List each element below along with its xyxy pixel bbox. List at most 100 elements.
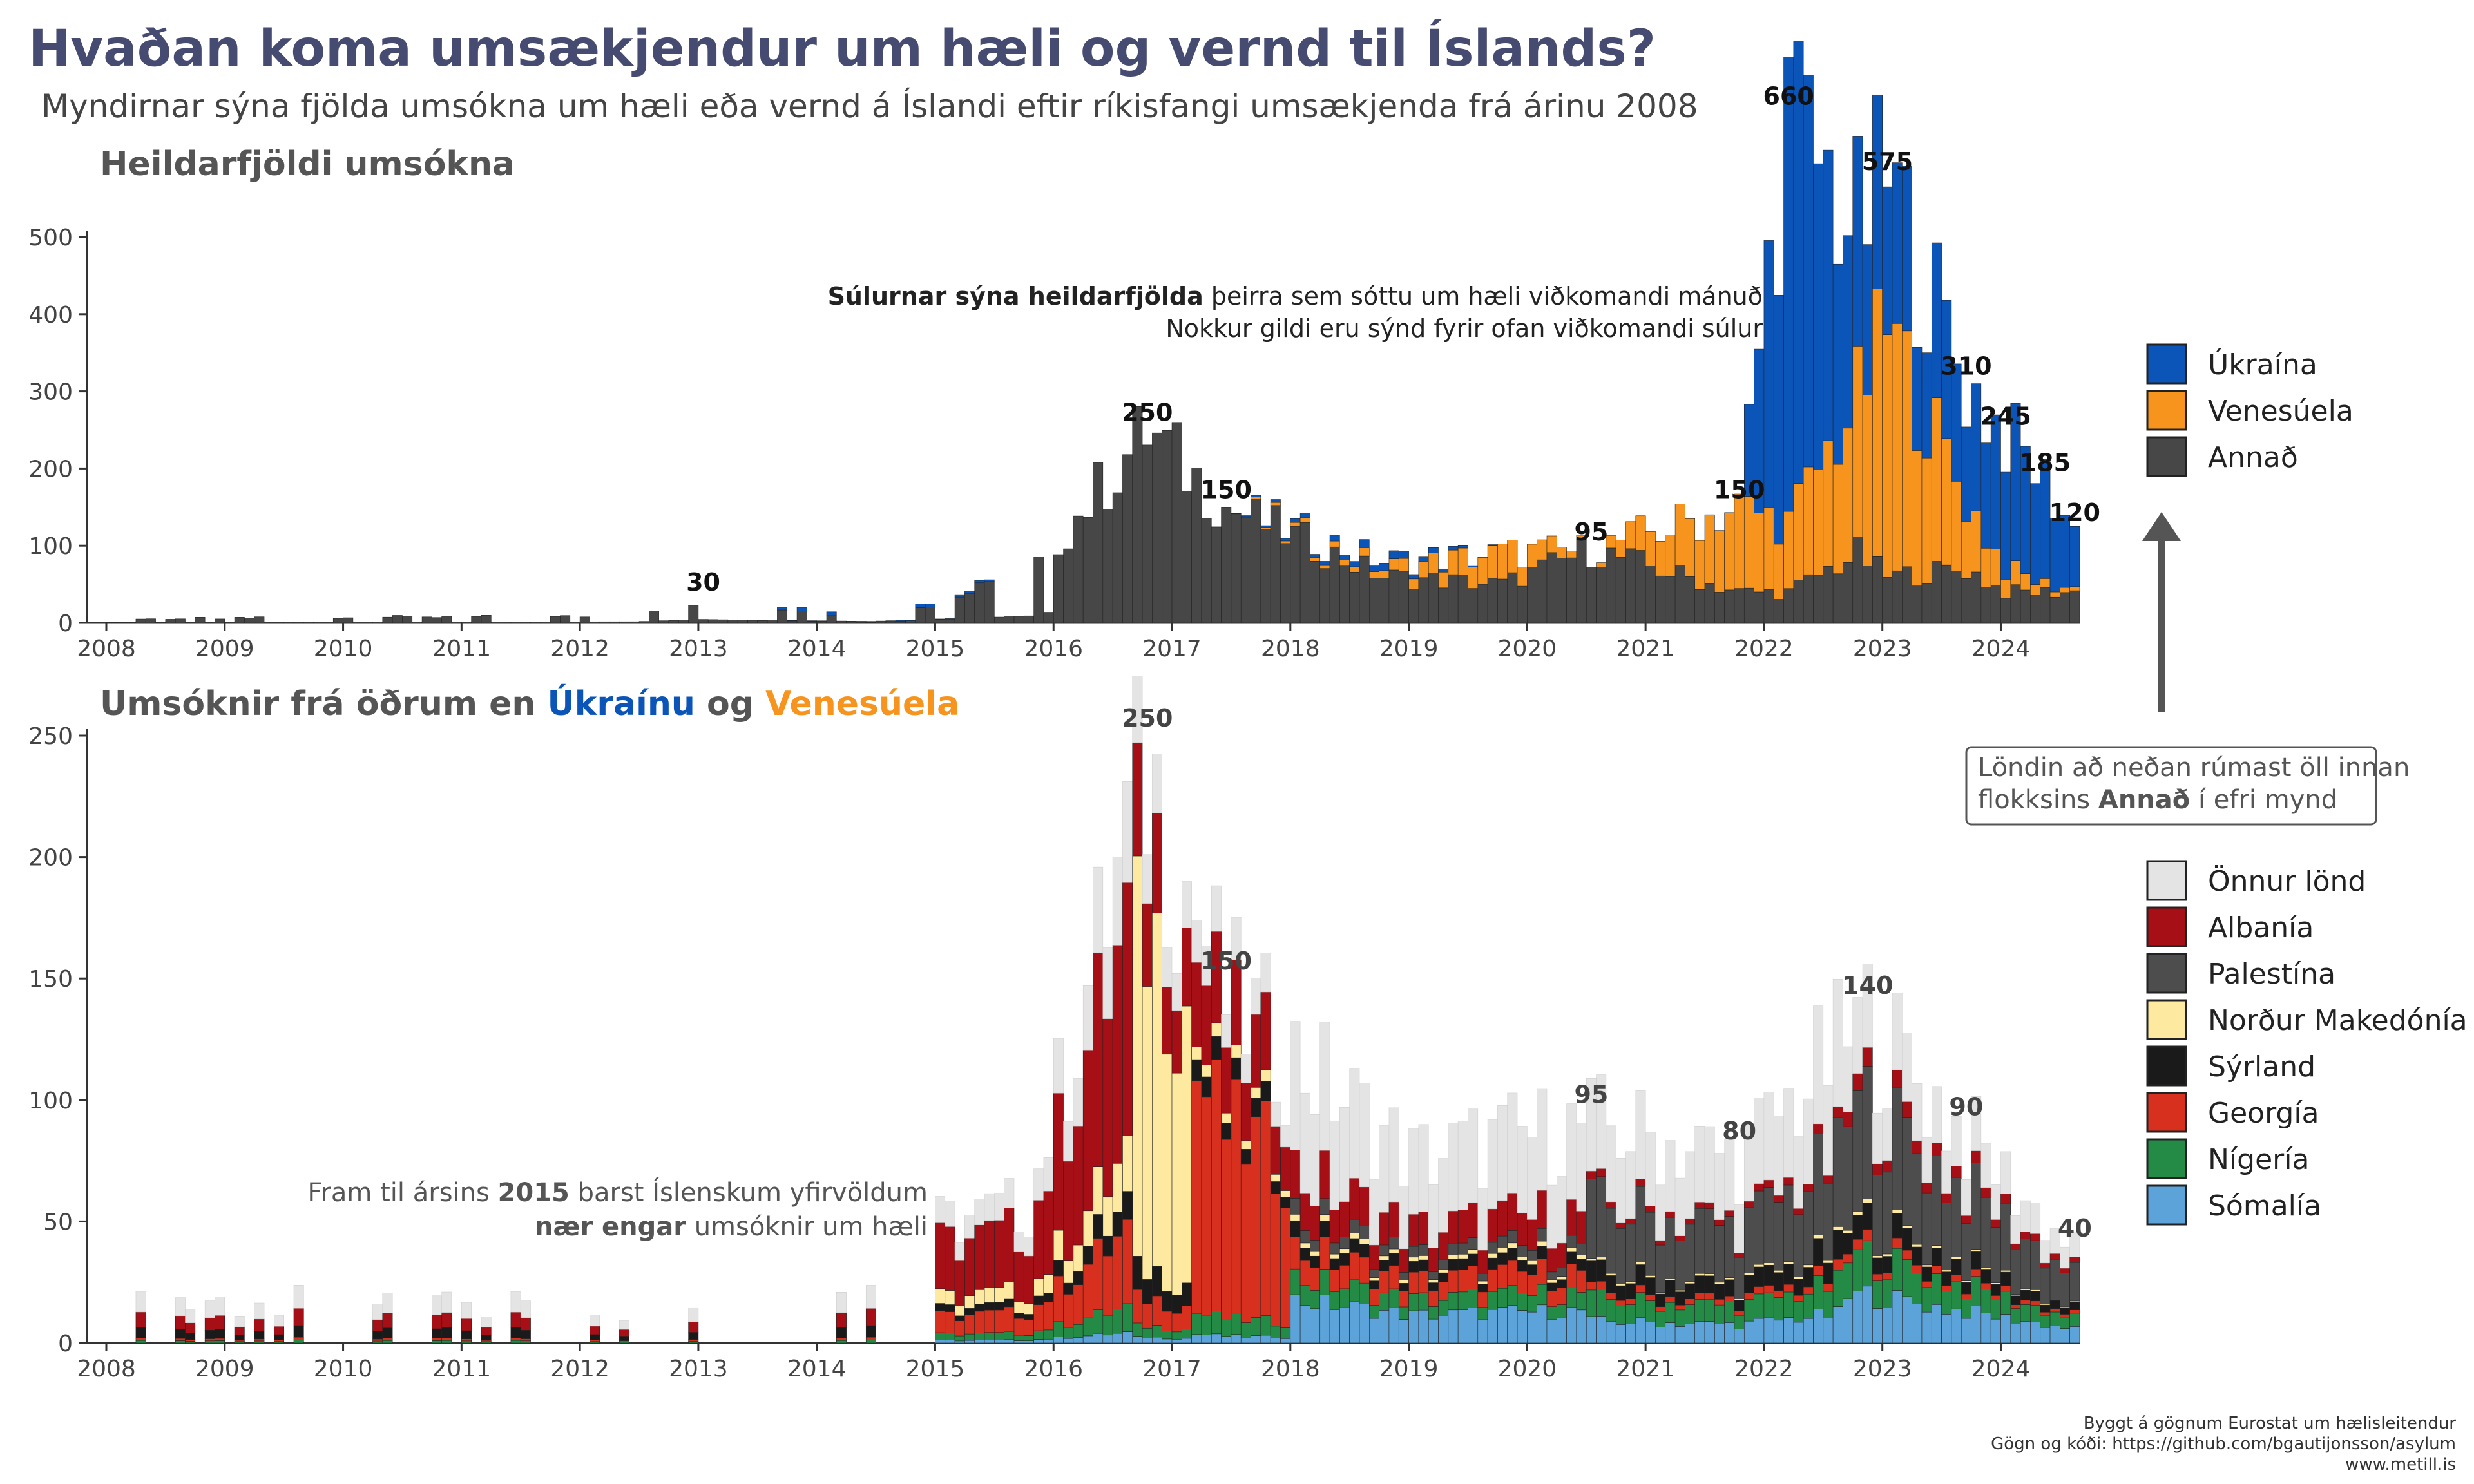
legend-label: Nígería (2208, 1143, 2309, 1176)
bottom-bar-segment (1625, 1224, 1636, 1282)
bottom-bar-segment (1882, 1108, 1893, 1161)
top-bar-segment (1428, 547, 1439, 553)
top-bar-segment (303, 622, 314, 623)
top-x-tick-label: 2014 (787, 636, 847, 662)
bottom-bar-segment (441, 1312, 452, 1328)
bottom-bar-segment (1724, 1216, 1735, 1278)
bottom-bar-segment (1290, 1198, 1301, 1215)
bottom-bar-segment (1457, 1309, 1468, 1344)
top-bar-segment (807, 620, 817, 622)
top-bar-segment (1882, 334, 1893, 578)
bottom-bar-segment (461, 1340, 472, 1344)
bottom-bar-segment (1882, 1256, 1893, 1273)
bottom-bar-segment (1862, 1066, 1873, 1199)
bottom-bar-segment (1635, 1317, 1646, 1344)
bottom-bar-segment (1339, 1253, 1350, 1266)
bottom-bar-segment (1043, 1338, 1054, 1344)
bottom-bar-segment (1714, 1153, 1725, 1220)
callout-line2-bold: Annað (2098, 785, 2190, 815)
bottom-bar-segment (1468, 1237, 1479, 1250)
bottom-bar-segment (1596, 1257, 1607, 1260)
bottom-bar-segment (1231, 1057, 1242, 1080)
top-bar-segment (1665, 576, 1676, 623)
bottom-bar-segment (2060, 1314, 2070, 1318)
bottom-bar-segment (1102, 947, 1113, 1019)
bottom-x-tick-label: 2024 (1971, 1356, 2031, 1382)
bottom-bar-segment (1832, 1259, 1843, 1271)
bottom-bar-segment (1023, 1255, 1034, 1304)
top-bar-segment (658, 620, 669, 623)
top-bar-segment (1251, 495, 1261, 497)
bottom-bar-segment (215, 1297, 225, 1316)
bottom-bar-segment (1152, 754, 1163, 813)
top-x-tick-label: 2017 (1142, 636, 1202, 662)
top-bar-segment (777, 609, 788, 623)
bottom-bar-segment (1428, 1271, 1439, 1280)
top-bar-segment (767, 620, 778, 623)
top-bar-segment (1260, 525, 1271, 528)
legend-swatch (2146, 953, 2187, 994)
bottom-bar-segment (1122, 1191, 1133, 1220)
bottom-bar-segment (1734, 1315, 1745, 1329)
top-bar-segment (1645, 531, 1656, 566)
bottom-bar-segment (372, 1331, 383, 1340)
bottom-note-bold: nær engar (535, 1212, 686, 1242)
top-bar-segment (1615, 556, 1626, 623)
bottom-bar-segment (215, 1340, 225, 1344)
bottom-x-tick-label: 2017 (1142, 1356, 1202, 1382)
bottom-bar-segment (1557, 1288, 1567, 1305)
bottom-bar-segment (1310, 1267, 1321, 1291)
bottom-bar-segment (1921, 1311, 1932, 1344)
top-bar-segment (520, 622, 531, 623)
bottom-bar-segment (984, 1287, 995, 1303)
legend-label: Palestína (2208, 958, 2335, 991)
bottom-bar-segment (481, 1327, 492, 1336)
top-bar-segment (816, 621, 827, 623)
bottom-bar-segment (1852, 1291, 1863, 1344)
bottom-bar-segment (1961, 1280, 1971, 1283)
bottom-bar-segment (1980, 1267, 1991, 1270)
bottom-bar-segment (1191, 1313, 1202, 1335)
caption-line2: Gögn og kóði: https://github.com/bgautij… (1991, 1434, 2456, 1454)
bottom-bar-segment (1171, 1010, 1182, 1074)
top-x-tick-label: 2020 (1498, 636, 1557, 662)
bottom-bar-segment (1823, 1175, 1834, 1184)
bottom-bar-segment (1388, 1253, 1399, 1266)
bottom-bar-segment (2010, 1295, 2021, 1305)
bottom-bar-segment (1685, 1218, 1696, 1225)
top-bar-segment (1428, 573, 1439, 623)
top-value-label: 150 (1714, 475, 1765, 504)
bottom-bar-segment (1497, 1307, 1508, 1344)
top-y-tick-label: 100 (28, 533, 73, 560)
bottom-bar-segment (994, 1287, 1004, 1303)
bottom-bar-segment (1379, 1260, 1390, 1271)
bottom-bar-segment (1921, 1182, 1932, 1194)
bottom-bar-segment (1586, 1258, 1597, 1261)
bottom-bar-segment (1635, 1262, 1646, 1265)
bottom-bar-segment (1082, 1246, 1093, 1265)
top-bar-segment (1497, 578, 1508, 623)
bottom-bar-segment (1951, 1308, 1962, 1344)
bottom-bar-segment (1063, 1294, 1074, 1328)
bottom-note-line1: Fram til ársins 2015 barst Íslenskum yfi… (307, 1177, 928, 1208)
top-bar-segment (707, 619, 718, 623)
top-bar-segment (1102, 509, 1113, 623)
bottom-bar-segment (1527, 1219, 1537, 1251)
bottom-bar-segment (1694, 1201, 1705, 1209)
top-bar-segment (1843, 562, 1854, 623)
bottom-bar-segment (1211, 1311, 1222, 1335)
bottom-bar-segment (865, 1285, 876, 1309)
top-y-tick-label: 400 (28, 302, 73, 328)
bottom-bar-segment (1803, 1264, 1814, 1268)
bottom-bar-segment (1537, 1088, 1548, 1191)
bottom-bar-segment (1921, 1264, 1932, 1268)
bottom-bar-segment (1142, 1327, 1153, 1338)
bottom-bar-segment (1704, 1126, 1715, 1203)
bottom-bar-segment (1379, 1309, 1390, 1344)
bottom-bar-segment (1260, 1335, 1271, 1344)
bottom-bar-segment (2030, 1203, 2041, 1234)
bottom-bar-segment (1704, 1208, 1715, 1274)
top-bar-segment (471, 616, 482, 623)
top-bar-segment (915, 604, 926, 608)
bottom-bar-segment (1892, 1087, 1903, 1210)
